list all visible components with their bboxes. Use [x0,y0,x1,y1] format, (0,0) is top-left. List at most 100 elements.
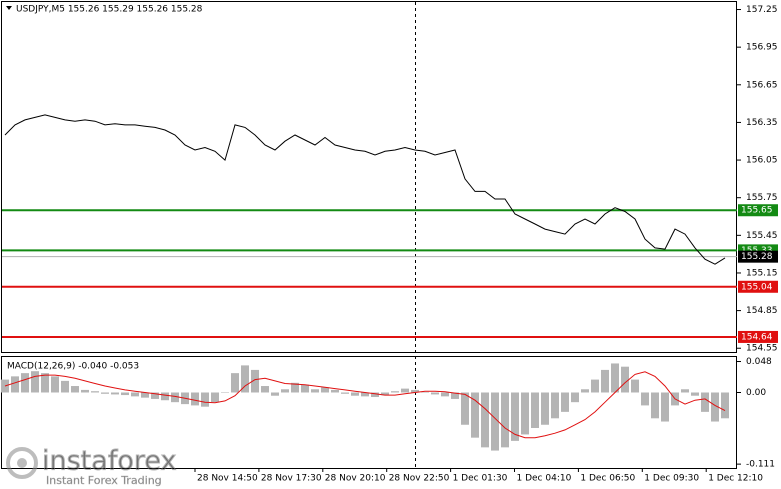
y-tick-label: 156.35 [746,118,778,128]
macd-bar [121,392,129,396]
y-tick-label: 154.55 [746,344,778,354]
x-tick-label: 1 Dec 12:10 [708,474,763,484]
macd-bar [491,392,499,451]
macd-bar [21,373,29,393]
macd-bar [641,392,649,406]
macd-bar [261,386,269,393]
x-tick-label: 1 Dec 04:10 [517,474,572,484]
watermark-logo [6,447,38,479]
macd-bar [441,392,449,397]
macd-bar [41,373,49,393]
y-tick-label: 155.15 [746,268,778,278]
y-tick-label: 155.45 [746,231,778,241]
x-tick-label: 1 Dec 01:30 [453,474,508,484]
level-label: 155.65 [741,206,773,216]
macd-bar [651,392,659,419]
chart-title: USDJPY,M5 155.26 155.29 155.26 155.28 [16,5,203,15]
macd-bar [691,392,699,396]
watermark: instaforex Instant Forex Trading [6,445,177,487]
level-tag [738,280,778,293]
macd-title: MACD(12,26,9) -0.040 -0.053 [7,362,139,372]
macd-bar [401,388,409,393]
macd-bar [581,389,589,393]
macd-bar [51,376,59,393]
macd-bar [281,389,289,393]
macd-bar [681,389,689,393]
macd-bar [131,392,139,397]
x-tick-label: 28 Nov 20:10 [325,474,386,484]
macd-bar [621,366,629,393]
price-line [4,114,726,265]
macd-bar [161,392,169,401]
y-tick-label: 155.75 [746,193,778,203]
signal-line [4,371,726,439]
macd-bar [711,392,719,422]
watermark-logo-dot [17,458,27,468]
macd-bar [291,382,299,393]
macd-bar [221,392,229,393]
macd-bar [601,369,609,393]
macd-bar [431,392,439,395]
macd-bar [151,392,159,399]
y-tick-label: 0.00 [746,388,766,398]
macd-bar [211,392,219,403]
y-tick-label: 156.05 [746,156,778,166]
macd-bar [471,392,479,438]
macd-bar [661,392,669,422]
macd-bar [591,379,599,393]
x-tick-label: 1 Dec 06:50 [580,474,635,484]
macd-bar [461,392,469,425]
macd-bar [721,392,729,419]
x-tick-label: 28 Nov 14:50 [197,474,258,484]
macd-bar [251,369,259,393]
macd-bar [171,392,179,403]
macd-bar [101,392,109,394]
macd-bar [301,384,309,393]
macd-bar [571,392,579,403]
macd-bar [231,373,239,393]
macd-bar [241,365,249,393]
macd-bar [421,391,429,393]
level-tag [738,244,778,257]
macd-bar [701,392,709,412]
level-label: 155.28 [741,252,773,262]
macd-bar [501,392,509,448]
level-label: 155.04 [741,282,773,292]
macd-bar [191,392,199,406]
macd-bar [541,392,549,425]
x-tick-label: 28 Nov 22:50 [389,474,450,484]
macd-bar [371,392,379,398]
level-tag [738,250,778,263]
macd-bar [341,392,349,394]
macd-bar [511,392,519,441]
price-panel-frame [1,1,737,353]
macd-bar [201,392,209,407]
macd-bar [361,392,369,397]
macd-bar [71,386,79,393]
watermark-brand: instaforex [42,446,176,477]
macd-bar [81,389,89,393]
macd-bar [411,389,419,393]
macd-bar [481,392,489,448]
macd-bar [61,380,69,393]
macd-bar [311,389,319,393]
level-label: 154.64 [741,332,773,342]
macd-bar [531,392,539,428]
macd-bar [391,391,399,393]
y-tick-label: 0.048 [746,357,772,367]
y-tick-label: 154.85 [746,306,778,316]
macd-panel-frame [1,356,737,469]
macd-bar [631,379,639,393]
y-tick-label: -0.111 [746,460,775,470]
macd-bar [31,371,39,393]
x-tick-label: 28 Nov 17:30 [261,474,322,484]
macd-bar [91,391,99,393]
macd-bar [1,379,9,393]
x-tick-label: 1 Dec 09:30 [644,474,699,484]
y-tick-label: 156.65 [746,80,778,90]
level-tag [738,204,778,217]
macd-bar [11,376,19,393]
macd-bar [141,392,149,398]
macd-bar [331,389,339,393]
